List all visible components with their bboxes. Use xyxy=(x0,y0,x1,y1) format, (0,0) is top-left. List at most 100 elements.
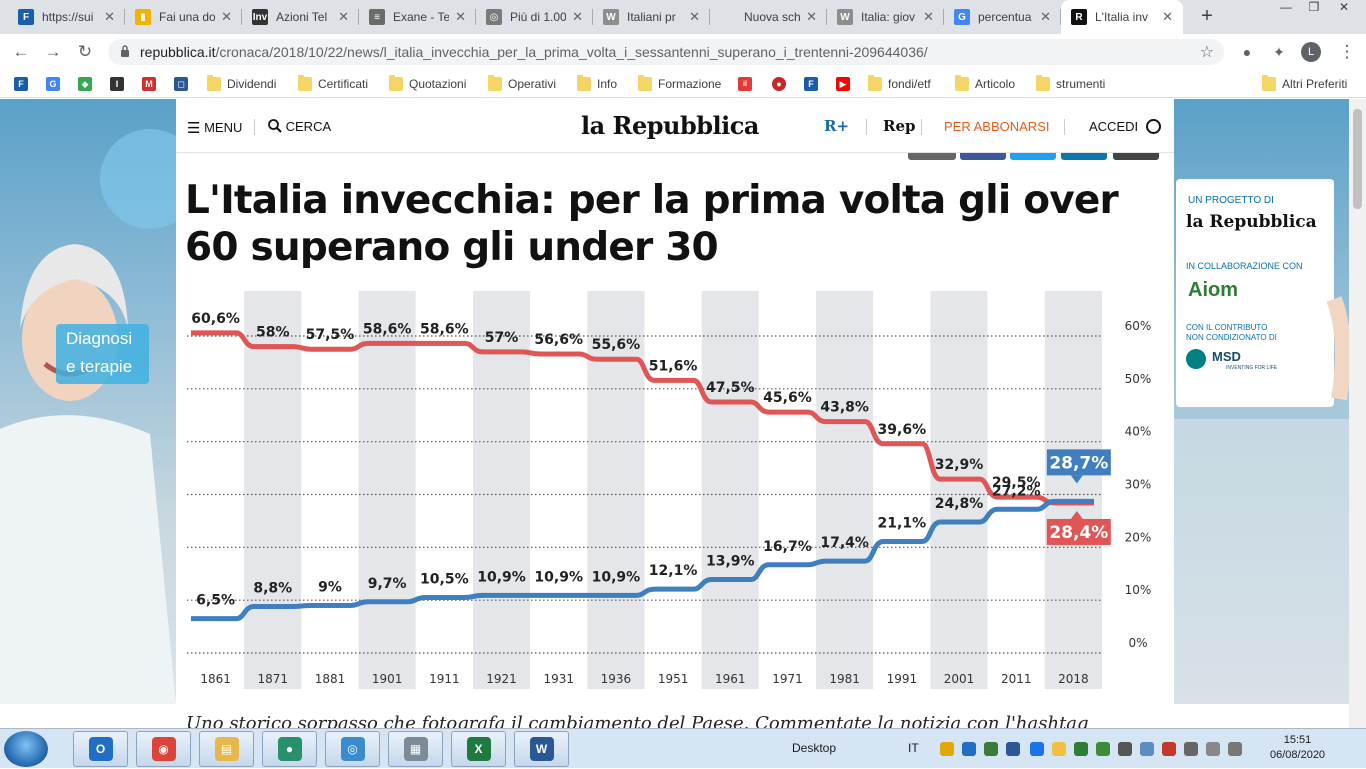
bookmark-red-icon[interactable]: ● xyxy=(772,76,792,92)
taskbar-app-app-globe[interactable]: ◎ xyxy=(325,731,380,767)
system-tray: Desktop IT 15:51 06/08/2020 xyxy=(780,729,1366,769)
bookmark-folder[interactable]: Formazione xyxy=(638,76,721,92)
back-button[interactable]: ← xyxy=(10,41,32,63)
bookmark-iliad-icon[interactable]: il xyxy=(738,76,758,92)
bookmark-folder[interactable]: Certificati xyxy=(298,76,368,92)
bookmark-m-icon[interactable]: M xyxy=(142,76,162,92)
taskbar-app-app-green[interactable]: ● xyxy=(262,731,317,767)
taskbar-app-calculator[interactable]: ▦ xyxy=(388,731,443,767)
rplus-link[interactable]: R+ xyxy=(824,117,849,135)
taskbar-app-explorer[interactable]: ▤ xyxy=(199,731,254,767)
bookmark-f-icon[interactable]: F xyxy=(14,76,34,92)
browser-tab[interactable]: ◎Più di 1.00✕ xyxy=(476,0,593,34)
rep-link[interactable]: Rep xyxy=(883,117,916,135)
start-button[interactable] xyxy=(4,731,48,767)
tab-close-icon[interactable]: ✕ xyxy=(689,9,700,25)
tray-icon-11[interactable] xyxy=(1162,742,1176,756)
bookmark-youtube-icon[interactable]: ▶ xyxy=(836,76,856,92)
share-email-button[interactable] xyxy=(1113,153,1159,160)
bookmark-google-icon[interactable]: G xyxy=(46,76,66,92)
tab-close-icon[interactable]: ✕ xyxy=(572,9,583,25)
tab-close-icon[interactable]: ✕ xyxy=(923,9,934,25)
tab-close-icon[interactable]: ✕ xyxy=(104,9,115,25)
puzzle-icon[interactable]: ✦ xyxy=(1268,41,1290,63)
share-twitter-button[interactable] xyxy=(1010,153,1056,160)
desktop-toolbar[interactable]: Desktop xyxy=(792,741,836,755)
share-linkedin-button[interactable] xyxy=(1061,153,1107,160)
browser-tab[interactable]: ≡Exane - Te✕ xyxy=(359,0,476,34)
minimize-button[interactable]: — xyxy=(1272,0,1300,18)
bookmark-box-icon[interactable]: ◻ xyxy=(174,76,194,92)
login-button[interactable]: ACCEDI xyxy=(1089,119,1161,134)
language-indicator[interactable]: IT xyxy=(908,741,919,755)
bookmark-folder[interactable]: Info xyxy=(577,76,617,92)
share-facebook-button[interactable] xyxy=(960,153,1006,160)
profile-avatar[interactable]: L xyxy=(1301,42,1321,62)
tab-close-icon[interactable]: ✕ xyxy=(806,9,817,25)
tray-icon-12[interactable] xyxy=(1184,742,1198,756)
bookmark-folder[interactable]: Operativi xyxy=(488,76,556,92)
right-advert[interactable]: UN PROGETTO DI la Repubblica IN COLLABOR… xyxy=(1174,99,1349,704)
menu-button[interactable]: ☰ MENU xyxy=(187,119,242,137)
close-window-button[interactable]: ✕ xyxy=(1330,0,1358,18)
bookmark-folder[interactable]: strumenti xyxy=(1036,76,1105,92)
tab-close-icon[interactable]: ✕ xyxy=(455,9,466,25)
data-label: 17,4% xyxy=(820,535,869,551)
search-button[interactable]: CERCA xyxy=(268,119,331,134)
bluetooth-icon[interactable] xyxy=(1030,742,1044,756)
web-page: Diagnosi e terapie UN PROGETTO DI la Rep… xyxy=(0,99,1366,728)
bookmark-f2-icon[interactable]: F xyxy=(804,76,824,92)
tray-icon-13[interactable] xyxy=(1206,742,1220,756)
wifi-icon[interactable] xyxy=(1096,742,1110,756)
share-generic-button[interactable] xyxy=(908,153,956,160)
left-advert[interactable]: Diagnosi e terapie xyxy=(0,99,176,704)
site-logo[interactable]: la Repubblica xyxy=(581,111,759,140)
bookmark-inv-icon[interactable]: I xyxy=(110,76,130,92)
subscribe-link[interactable]: PER ABBONARSI xyxy=(944,119,1049,134)
tray-icon-9[interactable] xyxy=(1118,742,1132,756)
tray-icon-1[interactable] xyxy=(940,742,954,756)
bookmark-folder[interactable]: Dividendi xyxy=(207,76,276,92)
browser-tab[interactable]: ▮Fai una do✕ xyxy=(125,0,242,34)
taskbar-app-excel[interactable]: X xyxy=(451,731,506,767)
url-path: /cronaca/2018/10/22/news/l_italia_invecc… xyxy=(216,44,928,60)
tray-icon-2[interactable] xyxy=(962,742,976,756)
restore-button[interactable]: ❐ xyxy=(1300,0,1328,18)
forward-button[interactable]: → xyxy=(42,41,64,63)
tab-close-icon[interactable]: ✕ xyxy=(338,9,349,25)
tab-close-icon[interactable]: ✕ xyxy=(1040,9,1051,25)
taskbar-app-chrome[interactable]: ◉ xyxy=(136,731,191,767)
tray-icon-7[interactable] xyxy=(1074,742,1088,756)
bookmark-maps-icon[interactable]: ◆ xyxy=(78,76,98,92)
tray-icon-4[interactable] xyxy=(1006,742,1020,756)
bookmark-star-icon[interactable]: ☆ xyxy=(1200,42,1214,62)
browser-tab[interactable]: Nuova scheda✕ xyxy=(710,0,827,34)
taskbar-app-outlook[interactable]: O xyxy=(73,731,128,767)
volume-icon[interactable] xyxy=(1228,742,1242,756)
new-tab-button[interactable]: + xyxy=(1196,6,1218,28)
taskbar-app-word[interactable]: W xyxy=(514,731,569,767)
address-bar[interactable]: repubblica.it/cronaca/2018/10/22/news/l_… xyxy=(108,39,1224,65)
bookmark-folder[interactable]: fondi/etf xyxy=(868,76,931,92)
tab-close-icon[interactable]: ✕ xyxy=(1162,9,1173,25)
menu-dots-icon[interactable]: ⋮ xyxy=(1336,41,1358,63)
search-label: CERCA xyxy=(286,119,332,134)
bookmark-folder[interactable]: Altri Preferiti xyxy=(1262,76,1347,92)
tab-close-icon[interactable]: ✕ xyxy=(221,9,232,25)
bookmark-folder[interactable]: Quotazioni xyxy=(389,76,466,92)
scrollbar-thumb[interactable] xyxy=(1353,109,1362,209)
tray-icon-3[interactable] xyxy=(984,742,998,756)
tray-icon-6[interactable] xyxy=(1052,742,1066,756)
page-scrollbar[interactable] xyxy=(1349,99,1366,728)
system-clock[interactable]: 15:51 06/08/2020 xyxy=(1270,733,1325,763)
bookmark-folder[interactable]: Articolo xyxy=(955,76,1015,92)
extension-icon[interactable]: ● xyxy=(1236,41,1258,63)
reload-button[interactable]: ↻ xyxy=(74,41,96,63)
tray-icon-10[interactable] xyxy=(1140,742,1154,756)
